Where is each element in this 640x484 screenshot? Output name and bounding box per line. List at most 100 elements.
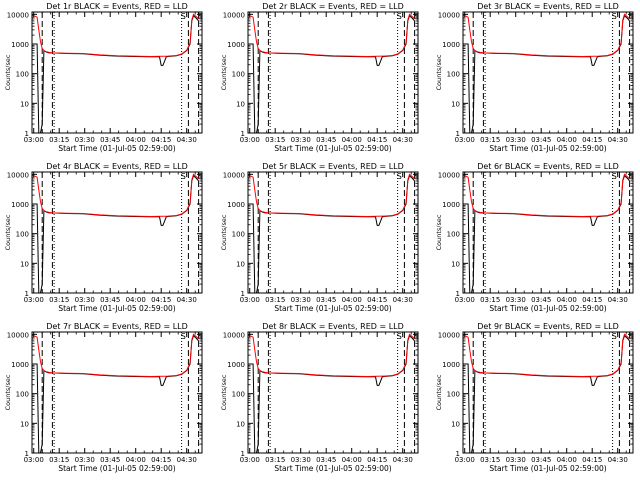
corner-mark: S	[198, 172, 203, 181]
lld-series-line	[464, 173, 630, 218]
chart-panel: Det 7r BLACK = Events, RED = LLD 1 10 100 10…	[4, 322, 203, 473]
y-tick-label: 10	[236, 420, 245, 428]
y-tick-label: 10	[20, 100, 29, 108]
corner-mark: S	[198, 12, 203, 21]
plot-frame	[31, 11, 203, 134]
y-tick-label: 1	[456, 450, 460, 458]
x-tick-label: 03:15	[480, 136, 500, 144]
plot-frame	[31, 331, 203, 454]
corner-mark: S	[397, 12, 402, 21]
x-tick-label: 04:00	[342, 456, 362, 464]
x-tick-label: 03:00	[455, 456, 475, 464]
y-tick-label: 10	[236, 100, 245, 108]
x-tick-label: 03:45	[316, 456, 336, 464]
corner-mark: S	[181, 332, 186, 341]
x-tick-label: 04:15	[367, 456, 387, 464]
chart-panel: Det 1r BLACK = Events, RED = LLD 1 10 100 10…	[4, 2, 203, 153]
y-axis-label: Counts/sec	[435, 54, 443, 90]
x-axis-label: Start Time (01-Jul-05 02:59:00)	[489, 304, 606, 313]
plot-frame	[247, 11, 419, 134]
y-tick-label: 10000	[438, 11, 460, 19]
x-tick-label: 03:45	[100, 296, 120, 304]
x-axis-label: Start Time (01-Jul-05 02:59:00)	[274, 304, 391, 313]
x-axis-label: Start Time (01-Jul-05 02:59:00)	[489, 144, 606, 153]
plot-area	[249, 332, 416, 453]
y-tick-label: 1	[241, 130, 245, 138]
x-tick-label: 03:30	[75, 136, 95, 144]
events-series-line	[464, 334, 630, 453]
chart-title: Det 9r BLACK = Events, RED = LLD	[477, 322, 619, 331]
chart-panel: Det 2r BLACK = Events, RED = LLD 1 10 100 10…	[220, 2, 419, 153]
x-tick-label: 03:45	[531, 136, 551, 144]
lld-series-line	[249, 13, 415, 58]
x-tick-label: 03:30	[291, 296, 311, 304]
x-axis-label: Start Time (01-Jul-05 02:59:00)	[274, 464, 391, 473]
x-tick-label: 04:00	[126, 296, 146, 304]
y-axis-label: Counts/sec	[4, 54, 12, 90]
y-tick-label: 10	[20, 420, 29, 428]
x-tick-label: 03:15	[265, 136, 285, 144]
plot-area	[249, 172, 416, 293]
x-tick-label: 03:00	[24, 136, 44, 144]
x-tick-label: 03:45	[531, 456, 551, 464]
plot-frame	[247, 331, 419, 454]
x-tick-label: 04:15	[151, 456, 171, 464]
y-tick-label: 100	[447, 391, 460, 399]
y-tick-label: 100	[447, 231, 460, 239]
chart-panel: Det 8r BLACK = Events, RED = LLD 1 10 100 10…	[220, 322, 419, 473]
corner-mark: S	[612, 12, 617, 21]
chart-panel: Det 3r BLACK = Events, RED = LLD 1 10 100 10…	[435, 2, 634, 153]
chart-title: Det 7r BLACK = Events, RED = LLD	[46, 322, 188, 331]
x-tick-label: 03:45	[316, 136, 336, 144]
y-tick-label: 10	[20, 260, 29, 268]
x-tick-label: 03:15	[49, 136, 69, 144]
y-tick-label: 1	[25, 450, 29, 458]
events-series-line	[464, 14, 630, 133]
chart-panel: Det 6r BLACK = Events, RED = LLD 1 10 100 10…	[435, 162, 634, 313]
x-tick-label: 04:30	[177, 296, 197, 304]
x-tick-label: 03:45	[100, 456, 120, 464]
x-tick-label: 04:30	[608, 456, 628, 464]
y-tick-label: 100	[232, 391, 245, 399]
plot-area	[464, 172, 631, 293]
corner-mark: S	[612, 172, 617, 181]
y-tick-label: 10	[451, 100, 460, 108]
lld-series-line	[33, 333, 199, 378]
x-tick-label: 04:15	[582, 136, 602, 144]
y-axis-label: Counts/sec	[435, 214, 443, 250]
x-tick-label: 04:15	[582, 456, 602, 464]
y-axis-label: Counts/sec	[220, 54, 228, 90]
x-axis-label: Start Time (01-Jul-05 02:59:00)	[58, 464, 175, 473]
y-tick-label: 1000	[11, 361, 29, 369]
x-tick-label: 04:15	[367, 136, 387, 144]
corner-mark: S	[629, 12, 634, 21]
y-axis-label: Counts/sec	[220, 214, 228, 250]
x-tick-label: 03:00	[24, 296, 44, 304]
x-tick-label: 03:00	[240, 136, 260, 144]
events-series-line	[249, 174, 415, 293]
y-tick-label: 1000	[227, 201, 245, 209]
corner-mark: S	[629, 332, 634, 341]
chart-title: Det 6r BLACK = Events, RED = LLD	[477, 162, 619, 171]
y-tick-label: 1000	[442, 201, 460, 209]
x-tick-label: 03:30	[291, 136, 311, 144]
chart-title: Det 4r BLACK = Events, RED = LLD	[46, 162, 188, 171]
y-tick-label: 10000	[438, 331, 460, 339]
x-tick-label: 03:30	[75, 296, 95, 304]
plot-frame	[247, 171, 419, 294]
y-axis-label: Counts/sec	[4, 214, 12, 250]
y-axis-label: Counts/sec	[4, 374, 12, 410]
x-tick-label: 04:30	[608, 296, 628, 304]
x-tick-label: 03:30	[291, 456, 311, 464]
plot-frame	[462, 11, 634, 134]
x-tick-label: 04:00	[557, 136, 577, 144]
corner-mark: S	[414, 12, 419, 21]
chart-panel: Det 9r BLACK = Events, RED = LLD 1 10 100 10…	[435, 322, 634, 473]
x-tick-label: 04:30	[393, 136, 413, 144]
lld-series-line	[464, 333, 630, 378]
x-tick-label: 03:30	[506, 136, 526, 144]
x-tick-label: 03:15	[265, 296, 285, 304]
y-tick-label: 1000	[442, 361, 460, 369]
